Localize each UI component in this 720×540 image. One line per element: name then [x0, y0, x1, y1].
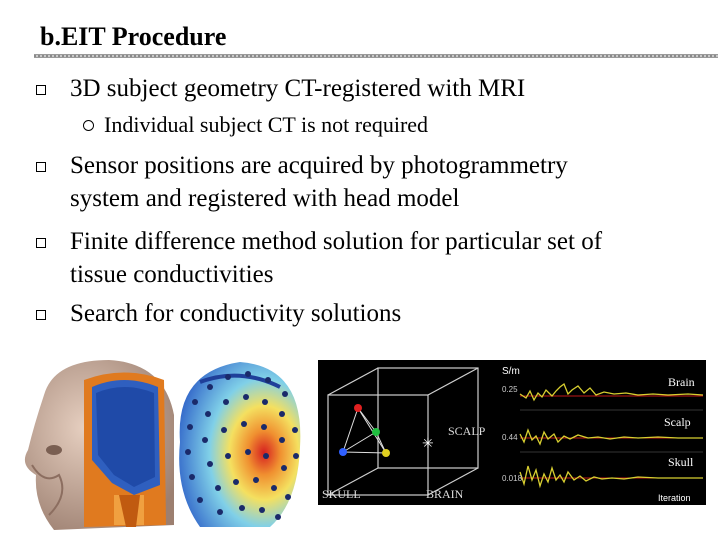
slide-title: b.EIT Procedure [40, 22, 227, 51]
plot-name-brain: Brain [668, 375, 695, 389]
sub-bullet: Individual subject CT is not required [104, 112, 429, 137]
plot-value-scalp: 0.44 [502, 433, 518, 442]
bullet-2-line-2: system and registered with head model [70, 185, 460, 212]
plot-panel-scalp: 0.44 Scalp [502, 415, 703, 453]
cube-point-blue [339, 448, 347, 456]
bullet-3-line-1: Finite difference method solution for pa… [70, 228, 603, 255]
plot-value-skull: 0.018 [502, 474, 523, 483]
plot-name-skull: Skull [668, 455, 694, 469]
plot-xlabel: Iteration [658, 493, 691, 503]
bullet-1: 3D subject geometry CT-registered with M… [70, 72, 525, 105]
sub-bullet-marker [83, 120, 94, 131]
cube-label-scalp: SCALP [448, 424, 486, 438]
bullet-marker-1 [36, 85, 46, 95]
bullet-marker-2 [36, 162, 46, 172]
title-divider [34, 54, 718, 58]
bullet-2: Sensor positions are acquired by photogr… [70, 149, 568, 215]
bullet-3-line-2: tissue conductivities [70, 261, 274, 288]
cube-point-yellow [382, 449, 390, 457]
plot-value-brain: 0.25 [502, 385, 518, 394]
bullet-4: Search for conductivity solutions [70, 297, 401, 330]
plot-unit-label: S/m [502, 366, 520, 377]
cube-label-brain: BRAIN [426, 487, 464, 501]
cube-point-green [372, 428, 380, 436]
conductivity-space-cube: ✳ SCALP SKULL BRAIN [318, 360, 498, 505]
star-marker-icon: ✳ [422, 435, 434, 451]
bullet-marker-3 [36, 238, 46, 248]
bullet-marker-4 [36, 310, 46, 320]
head-model-image [24, 360, 175, 530]
bullet-3: Finite difference method solution for pa… [70, 225, 602, 291]
bullet-1-line-1: 3D subject geometry CT-registered with M… [70, 75, 526, 102]
cube-point-red [354, 404, 362, 412]
bullet-2-line-1: Sensor positions are acquired by photogr… [70, 152, 568, 179]
convergence-plot: S/m 0.25 Brain 0.44 Scalp 0.018 Skull It… [498, 360, 706, 505]
cube-label-skull: SKULL [322, 487, 361, 501]
sensor-head-image [179, 362, 301, 527]
plot-name-scalp: Scalp [664, 415, 691, 429]
plot-panel-skull: 0.018 Skull [502, 455, 703, 489]
plot-panel-brain: 0.25 Brain [502, 375, 704, 411]
bullet-4-line-1: Search for conductivity solutions [70, 300, 402, 327]
